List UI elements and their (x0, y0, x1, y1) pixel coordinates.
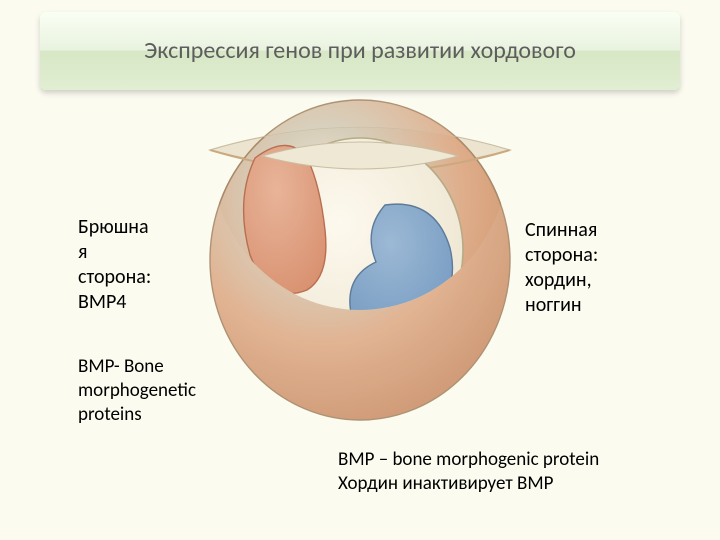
bmp-definition-2: BMP – bone morphogenic protein Хордин ин… (338, 448, 698, 496)
bmp-definition-1: BMP- Bone morphogenetic proteins (78, 355, 258, 426)
slide-title: Экспрессия генов при развитии хордового (144, 37, 576, 65)
slide-title-bar: Экспрессия генов при развитии хордового (40, 12, 680, 90)
dorsal-label: Спинная сторона: хордин, ноггин (525, 218, 675, 318)
ventral-label: Брюшна я сторона: ВМР4 (78, 215, 188, 315)
slide-body: Брюшна я сторона: ВМР4 BMP- Bone morphog… (0, 90, 720, 540)
